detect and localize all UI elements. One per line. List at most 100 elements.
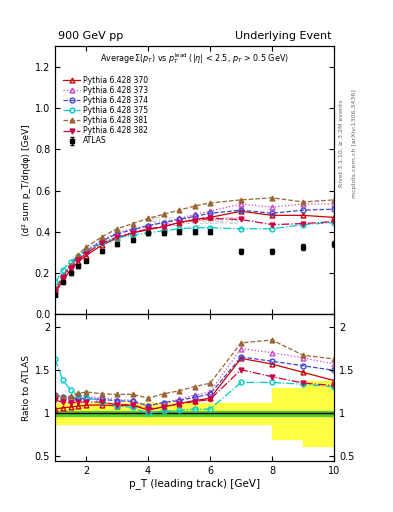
- Pythia 6.428 382: [99, 240, 104, 246]
- Y-axis label: ⟨d² sum p_T/dηdφ⟩ [GeV]: ⟨d² sum p_T/dηdφ⟩ [GeV]: [22, 124, 31, 236]
- Pythia 6.428 382: [208, 216, 212, 222]
- Pythia 6.428 373: [192, 211, 197, 218]
- Pythia 6.428 370: [146, 227, 151, 233]
- Pythia 6.428 375: [146, 230, 151, 236]
- Text: Rivet 3.1.10, ≥ 3.2M events: Rivet 3.1.10, ≥ 3.2M events: [339, 99, 344, 187]
- Pythia 6.428 375: [61, 267, 65, 273]
- Pythia 6.428 382: [68, 265, 73, 271]
- Pythia 6.428 382: [84, 250, 88, 257]
- Pythia 6.428 373: [130, 226, 135, 232]
- Pythia 6.428 381: [115, 226, 119, 232]
- Pythia 6.428 370: [84, 252, 88, 259]
- Y-axis label: Ratio to ATLAS: Ratio to ATLAS: [22, 355, 31, 421]
- Pythia 6.428 375: [84, 247, 88, 253]
- Pythia 6.428 375: [239, 226, 243, 232]
- Pythia 6.428 381: [332, 197, 336, 203]
- Pythia 6.428 374: [332, 206, 336, 212]
- Pythia 6.428 382: [177, 220, 182, 226]
- Pythia 6.428 382: [192, 218, 197, 224]
- Pythia 6.428 375: [208, 225, 212, 231]
- Pythia 6.428 381: [177, 207, 182, 214]
- Pythia 6.428 370: [192, 217, 197, 223]
- Pythia 6.428 381: [239, 197, 243, 203]
- Pythia 6.428 375: [115, 235, 119, 241]
- Pythia 6.428 375: [99, 240, 104, 246]
- X-axis label: p_T (leading track) [GeV]: p_T (leading track) [GeV]: [129, 478, 260, 489]
- Pythia 6.428 373: [76, 253, 81, 260]
- Pythia 6.428 381: [192, 203, 197, 209]
- Line: Pythia 6.428 373: Pythia 6.428 373: [53, 202, 336, 293]
- Pythia 6.428 375: [301, 222, 305, 228]
- Pythia 6.428 381: [161, 211, 166, 218]
- Text: Underlying Event: Underlying Event: [235, 31, 331, 41]
- Line: Pythia 6.428 370: Pythia 6.428 370: [53, 209, 336, 296]
- Pythia 6.428 382: [61, 275, 65, 282]
- Pythia 6.428 381: [130, 221, 135, 227]
- Pythia 6.428 374: [99, 238, 104, 244]
- Pythia 6.428 374: [115, 231, 119, 237]
- Pythia 6.428 373: [161, 220, 166, 226]
- Pythia 6.428 375: [76, 252, 81, 259]
- Pythia 6.428 374: [301, 207, 305, 214]
- Pythia 6.428 375: [53, 280, 57, 286]
- Line: Pythia 6.428 382: Pythia 6.428 382: [53, 216, 336, 294]
- Pythia 6.428 374: [61, 273, 65, 280]
- Pythia 6.428 373: [68, 263, 73, 269]
- Pythia 6.428 375: [130, 232, 135, 238]
- Pythia 6.428 370: [332, 215, 336, 221]
- Pythia 6.428 370: [99, 242, 104, 248]
- Pythia 6.428 382: [53, 289, 57, 295]
- Pythia 6.428 373: [208, 208, 212, 215]
- Pythia 6.428 382: [332, 219, 336, 225]
- Pythia 6.428 382: [115, 234, 119, 240]
- Pythia 6.428 373: [332, 201, 336, 207]
- Pythia 6.428 373: [239, 201, 243, 207]
- Pythia 6.428 374: [270, 210, 274, 217]
- Pythia 6.428 382: [146, 226, 151, 232]
- Pythia 6.428 370: [61, 278, 65, 284]
- Pythia 6.428 370: [115, 235, 119, 241]
- Pythia 6.428 374: [84, 248, 88, 254]
- Pythia 6.428 381: [99, 234, 104, 240]
- Pythia 6.428 382: [130, 230, 135, 236]
- Pythia 6.428 374: [177, 217, 182, 223]
- Pythia 6.428 381: [270, 195, 274, 201]
- Text: 900 GeV pp: 900 GeV pp: [58, 31, 123, 41]
- Pythia 6.428 370: [239, 208, 243, 215]
- Pythia 6.428 374: [208, 210, 212, 217]
- Pythia 6.428 381: [301, 199, 305, 205]
- Pythia 6.428 370: [76, 259, 81, 265]
- Pythia 6.428 374: [68, 263, 73, 269]
- Pythia 6.428 370: [177, 220, 182, 226]
- Pythia 6.428 373: [177, 216, 182, 222]
- Pythia 6.428 374: [53, 288, 57, 294]
- Pythia 6.428 370: [130, 230, 135, 236]
- Text: ATLAS_2010_S8894728: ATLAS_2010_S8894728: [149, 216, 240, 225]
- Legend: Pythia 6.428 370, Pythia 6.428 373, Pythia 6.428 374, Pythia 6.428 375, Pythia 6: Pythia 6.428 370, Pythia 6.428 373, Pyth…: [62, 74, 150, 147]
- Pythia 6.428 370: [208, 215, 212, 221]
- Pythia 6.428 382: [301, 221, 305, 227]
- Text: Average$\,\Sigma(p_T)$ vs $p_T^{\rm lead}$ ($|\eta|$ < 2.5, $p_T$ > 0.5 GeV): Average$\,\Sigma(p_T)$ vs $p_T^{\rm lead…: [100, 51, 289, 67]
- Pythia 6.428 370: [68, 267, 73, 273]
- Pythia 6.428 374: [146, 223, 151, 229]
- Pythia 6.428 370: [270, 212, 274, 219]
- Pythia 6.428 375: [68, 259, 73, 265]
- Pythia 6.428 381: [53, 288, 57, 294]
- Line: Pythia 6.428 375: Pythia 6.428 375: [53, 220, 336, 285]
- Pythia 6.428 373: [270, 204, 274, 210]
- Pythia 6.428 373: [53, 288, 57, 294]
- Pythia 6.428 374: [130, 227, 135, 233]
- Pythia 6.428 381: [146, 216, 151, 222]
- Pythia 6.428 375: [192, 225, 197, 231]
- Pythia 6.428 381: [61, 273, 65, 280]
- Pythia 6.428 382: [270, 222, 274, 228]
- Pythia 6.428 373: [301, 201, 305, 207]
- Pythia 6.428 382: [161, 224, 166, 230]
- Pythia 6.428 370: [161, 224, 166, 230]
- Pythia 6.428 373: [146, 223, 151, 229]
- Pythia 6.428 373: [84, 247, 88, 253]
- Line: Pythia 6.428 381: Pythia 6.428 381: [53, 196, 336, 293]
- Pythia 6.428 381: [68, 262, 73, 268]
- Pythia 6.428 382: [76, 257, 81, 263]
- Line: Pythia 6.428 374: Pythia 6.428 374: [53, 207, 336, 293]
